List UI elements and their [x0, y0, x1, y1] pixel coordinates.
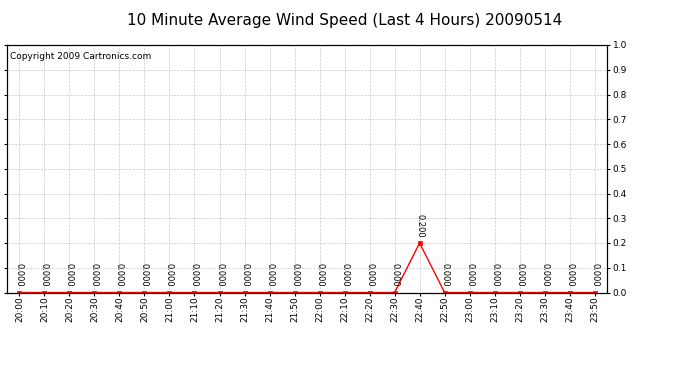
- Text: 0.000: 0.000: [490, 263, 499, 287]
- Text: 10 Minute Average Wind Speed (Last 4 Hours) 20090514: 10 Minute Average Wind Speed (Last 4 Hou…: [128, 13, 562, 28]
- Text: 0.000: 0.000: [365, 263, 374, 287]
- Text: 0.000: 0.000: [240, 263, 249, 287]
- Text: 0.000: 0.000: [115, 263, 124, 287]
- Text: 0.000: 0.000: [165, 263, 174, 287]
- Text: 0.000: 0.000: [15, 263, 24, 287]
- Text: 0.000: 0.000: [90, 263, 99, 287]
- Text: 0.000: 0.000: [290, 263, 299, 287]
- Text: Copyright 2009 Cartronics.com: Copyright 2009 Cartronics.com: [10, 53, 151, 62]
- Text: 0.000: 0.000: [590, 263, 599, 287]
- Text: 0.000: 0.000: [40, 263, 49, 287]
- Text: 0.000: 0.000: [265, 263, 274, 287]
- Text: 0.000: 0.000: [390, 263, 399, 287]
- Text: 0.000: 0.000: [540, 263, 549, 287]
- Text: 0.200: 0.200: [415, 214, 424, 237]
- Text: 0.000: 0.000: [515, 263, 524, 287]
- Text: 0.000: 0.000: [315, 263, 324, 287]
- Text: 0.000: 0.000: [215, 263, 224, 287]
- Text: 0.000: 0.000: [440, 263, 449, 287]
- Text: 0.000: 0.000: [565, 263, 574, 287]
- Text: 0.000: 0.000: [190, 263, 199, 287]
- Text: 0.000: 0.000: [140, 263, 149, 287]
- Text: 0.000: 0.000: [65, 263, 74, 287]
- Text: 0.000: 0.000: [465, 263, 474, 287]
- Text: 0.000: 0.000: [340, 263, 349, 287]
